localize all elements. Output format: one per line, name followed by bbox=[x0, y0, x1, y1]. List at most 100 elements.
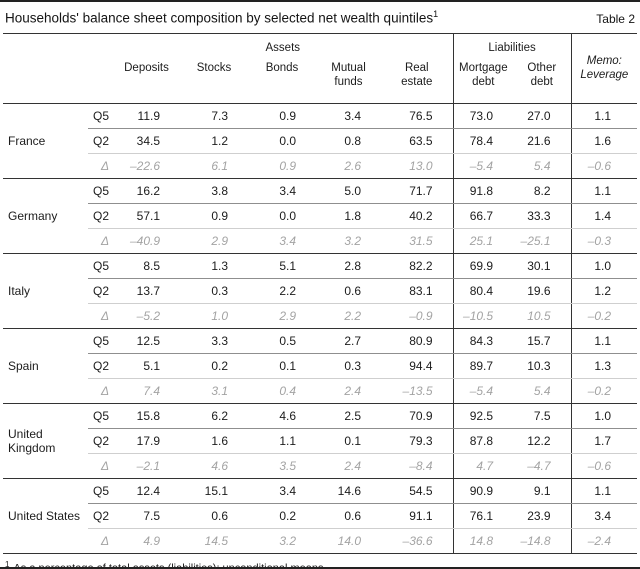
value-cell: 13.7 bbox=[113, 278, 180, 304]
table-body: France Q5 11.9 7.3 0.9 3.4 76.5 73.0 27.0 1.1 Q2 34… bbox=[3, 103, 638, 554]
value-cell: –36.6 bbox=[381, 528, 454, 554]
quintile-label: Q5 bbox=[88, 328, 113, 354]
value-cell: 0.9 bbox=[248, 153, 316, 179]
value-cell: 3.2 bbox=[316, 228, 381, 254]
page-title-text: Households' balance sheet composition by… bbox=[5, 10, 434, 26]
value-cell: 0.5 bbox=[248, 328, 316, 354]
quintile-label: Q2 bbox=[88, 278, 113, 304]
value-cell: 76.5 bbox=[381, 103, 454, 129]
quintile-label: Q5 bbox=[88, 178, 113, 204]
value-cell: –0.6 bbox=[571, 453, 638, 479]
column-header-row: Deposits Stocks Bonds Mutual funds Real estate… bbox=[3, 58, 637, 104]
value-cell: 0.6 bbox=[316, 503, 381, 529]
value-cell: –40.9 bbox=[113, 228, 180, 254]
value-cell: 1.6 bbox=[180, 428, 248, 454]
value-cell: 1.7 bbox=[571, 428, 638, 454]
value-cell: 3.2 bbox=[248, 528, 316, 554]
value-cell: 76.1 bbox=[453, 503, 514, 529]
value-cell: 63.5 bbox=[381, 128, 454, 154]
value-cell: 10.3 bbox=[513, 353, 572, 379]
value-cell: 1.4 bbox=[571, 203, 638, 229]
value-cell: 34.5 bbox=[113, 128, 180, 154]
value-cell: 17.9 bbox=[113, 428, 180, 454]
quintile-label: Δ bbox=[88, 303, 113, 329]
table-row: Q2 5.1 0.2 0.1 0.3 94.4 89.7 10.3 1.3 bbox=[3, 353, 638, 379]
value-cell: 30.1 bbox=[513, 253, 572, 279]
value-cell: 3.1 bbox=[180, 378, 248, 404]
table-row: Spain Q5 12.5 3.3 0.5 2.7 80.9 84.3 15.7 1.1 bbox=[3, 328, 638, 404]
page-title: Households' balance sheet composition by… bbox=[5, 9, 438, 26]
value-cell: 6.2 bbox=[180, 403, 248, 429]
value-cell: 1.1 bbox=[571, 178, 638, 204]
value-cell: 3.4 bbox=[316, 103, 381, 129]
value-cell: –0.3 bbox=[571, 228, 638, 254]
value-cell: 2.4 bbox=[316, 378, 381, 404]
quintile-label: Q2 bbox=[88, 503, 113, 529]
value-cell: –2.4 bbox=[571, 528, 638, 554]
table-row: Δ 4.9 14.5 3.2 14.0 –36.6 14.8 –14.8 –2.4 bbox=[3, 528, 638, 554]
value-cell: 83.1 bbox=[381, 278, 454, 304]
value-cell: 1.3 bbox=[571, 353, 638, 379]
value-cell: 7.5 bbox=[113, 503, 180, 529]
table-number-label: Table 2 bbox=[596, 11, 635, 26]
table-row: Δ –5.2 1.0 2.9 2.2 –0.9 –10.5 10.5 –0.2 bbox=[3, 303, 638, 329]
value-cell: 0.6 bbox=[316, 278, 381, 304]
quintile-label: Q5 bbox=[88, 253, 113, 279]
value-cell: 3.8 bbox=[180, 178, 248, 204]
quintile-label: Q2 bbox=[88, 203, 113, 229]
value-cell: 79.3 bbox=[381, 428, 454, 454]
value-cell: –5.4 bbox=[453, 153, 514, 179]
value-cell: 91.8 bbox=[453, 178, 514, 204]
value-cell: 13.0 bbox=[381, 153, 454, 179]
column-header-bonds: Bonds bbox=[248, 58, 316, 104]
country-label: Germany bbox=[3, 178, 88, 254]
memo-label: Memo: bbox=[586, 55, 622, 67]
value-cell: –13.5 bbox=[381, 378, 454, 404]
value-cell: 1.0 bbox=[180, 303, 248, 329]
country-label: United States bbox=[3, 478, 88, 554]
value-cell: 40.2 bbox=[381, 203, 454, 229]
value-cell: 80.4 bbox=[453, 278, 514, 304]
country-label: Italy bbox=[3, 253, 88, 329]
value-cell: 94.4 bbox=[381, 353, 454, 379]
value-cell: 91.1 bbox=[381, 503, 454, 529]
value-cell: 70.9 bbox=[381, 403, 454, 429]
value-cell: –8.4 bbox=[381, 453, 454, 479]
value-cell: 11.9 bbox=[113, 103, 180, 129]
table-row: Germany Q5 16.2 3.8 3.4 5.0 71.7 91.8 8.2 1.1 bbox=[3, 178, 638, 254]
quintile-label: Q5 bbox=[88, 478, 113, 504]
value-cell: –25.1 bbox=[513, 228, 572, 254]
value-cell: 12.2 bbox=[513, 428, 572, 454]
value-cell: 57.1 bbox=[113, 203, 180, 229]
value-cell: 0.1 bbox=[248, 353, 316, 379]
value-cell: 0.2 bbox=[180, 353, 248, 379]
value-cell: 80.9 bbox=[381, 328, 454, 354]
value-cell: 5.0 bbox=[316, 178, 381, 204]
value-cell: 92.5 bbox=[453, 403, 514, 429]
table-row: Q2 7.5 0.6 0.2 0.6 91.1 76.1 23.9 3.4 bbox=[3, 503, 638, 529]
value-cell: 69.9 bbox=[453, 253, 514, 279]
table-row: France Q5 11.9 7.3 0.9 3.4 76.5 73.0 27.0 1.1 bbox=[3, 103, 638, 179]
value-cell: 84.3 bbox=[453, 328, 514, 354]
table-row: Δ –40.9 2.9 3.4 3.2 31.5 25.1 –25.1 –0.3 bbox=[3, 228, 638, 254]
column-header-stocks: Stocks bbox=[180, 58, 248, 104]
value-cell: 0.3 bbox=[180, 278, 248, 304]
value-cell: 15.8 bbox=[113, 403, 180, 429]
value-cell: 2.9 bbox=[248, 303, 316, 329]
value-cell: 73.0 bbox=[453, 103, 514, 129]
table-row: United States Q5 12.4 15.1 3.4 14.6 54.5 90.9 9.… bbox=[3, 478, 638, 554]
table-row: Italy Q5 8.5 1.3 5.1 2.8 82.2 69.9 30.1 1.0 bbox=[3, 253, 638, 329]
value-cell: 5.1 bbox=[113, 353, 180, 379]
quintile-label: Q5 bbox=[88, 103, 113, 129]
value-cell: 3.3 bbox=[180, 328, 248, 354]
value-cell: 19.6 bbox=[513, 278, 572, 304]
quintile-label: Q2 bbox=[88, 353, 113, 379]
value-cell: –22.6 bbox=[113, 153, 180, 179]
value-cell: 12.5 bbox=[113, 328, 180, 354]
value-cell: –2.1 bbox=[113, 453, 180, 479]
value-cell: 27.0 bbox=[513, 103, 572, 129]
value-cell: 1.0 bbox=[571, 403, 638, 429]
balance-sheet-table: Assets Liabilities Memo: Leverage Deposi… bbox=[3, 32, 638, 554]
value-cell: 5.1 bbox=[248, 253, 316, 279]
value-cell: 5.4 bbox=[513, 153, 572, 179]
